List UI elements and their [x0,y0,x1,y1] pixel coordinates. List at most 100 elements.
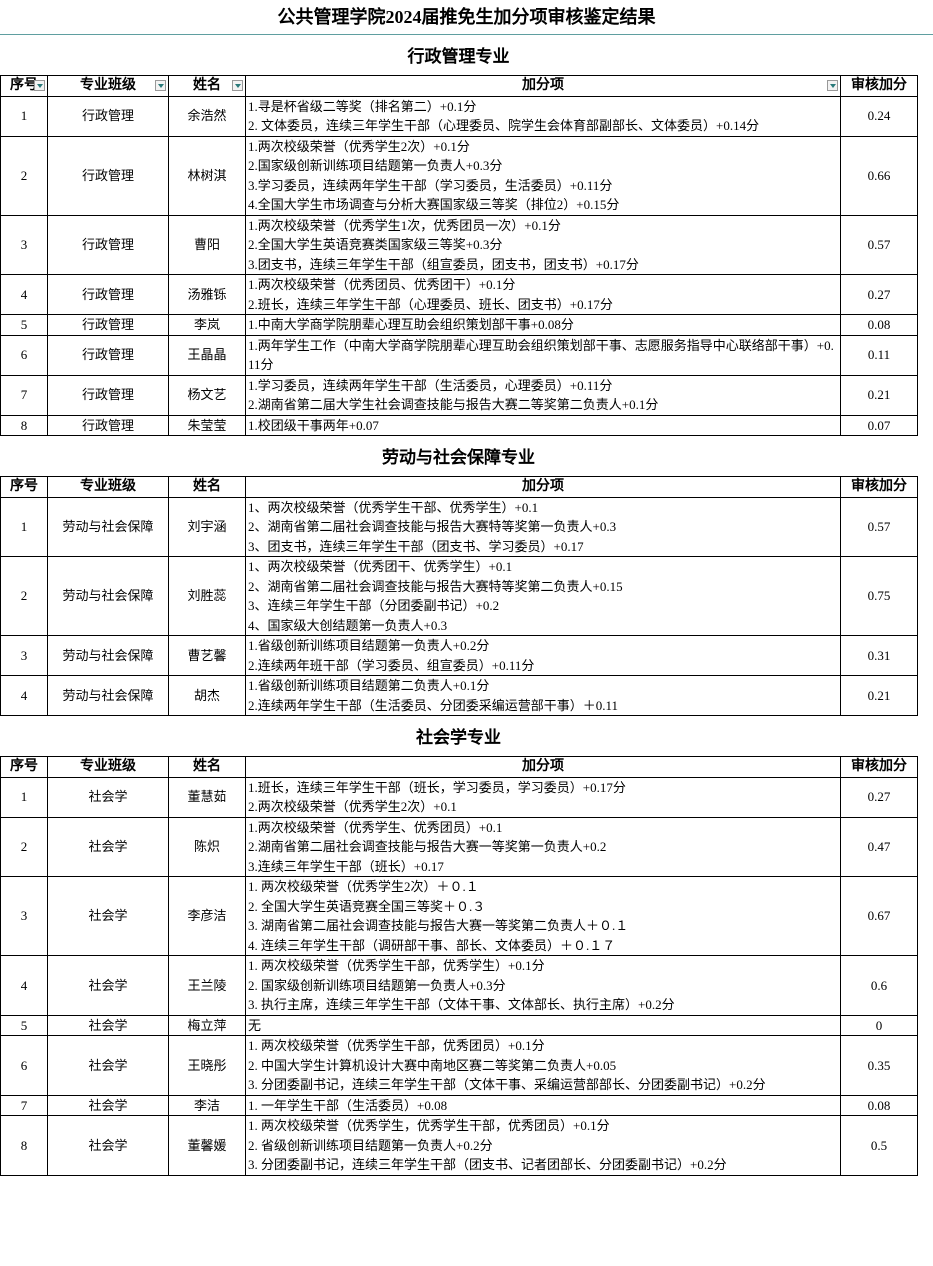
item-line: 2. 全国大学生英语竞赛全国三等奖＋０.３ [248,898,486,914]
item-line: 2.湖南省第二届大学生社会调查技能与报告大赛二等奖第二负责人+0.1分 [248,397,659,412]
document-title: 公共管理学院2024届推免生加分项审核鉴定结果 [0,0,933,35]
item-line: 4.全国大学生市场调查与分析大赛国家级三等奖（排位2）+0.15分 [248,197,620,212]
table-row: 5 行政管理 李岚 1.中南大学商学院朋辈心理互助会组织策划部干事+0.08分 0.08 [0,314,918,336]
score-cell: 0.21 [840,675,918,716]
items-cell: 1.两次校级荣誉（优秀学生1次，优秀团员一次）+0.1分 2.全国大学生英语竞赛类… [245,214,841,275]
items-cell: 1.两次校级荣誉（优秀团员、优秀团干）+0.1分 2.班长，连续三年学生干部（心理… [245,274,841,315]
name-cell: 刘胜蕊 [168,556,246,636]
column-header: 加分项 [245,75,841,97]
item-line: 3.学习委员，连续两年学生干部（学习委员，生活委员）+0.11分 [248,177,613,193]
table-row: 7 社会学 李洁 1. 一年学生干部（生活委员）+0.08 0.08 [0,1094,918,1116]
class-cell: 社会学 [47,876,169,956]
name-cell: 曹阳 [168,214,246,275]
item-line: 3.团支书，连续三年学生干部（组宣委员，团支书，团支书）+0.17分 [248,256,639,272]
name-cell: 李彦洁 [168,876,246,956]
table-row: 4 行政管理 汤雅铄 1.两次校级荣誉（优秀团员、优秀团干）+0.1分 2.班长，连续三… [0,274,918,315]
section-title: 社会学专业 [416,728,501,747]
column-header: 序号 [0,756,48,778]
item-line: 3. 分团委副书记，连续三年学生干部（团支书、记者团部长、分团委副书记）+0.2… [248,1157,727,1172]
table-row: 7 行政管理 杨文艺 1.学习委员，连续两年学生干部（生活委员，心理委员）+0.11分… [0,374,918,416]
section-title: 劳动与社会保障专业 [382,448,535,467]
table-row: 4 社会学 王兰陵 1. 两次校级荣誉（优秀学生干部，优秀学生）+0.1分 2. 国家级… [0,955,918,1016]
table-row: 2 劳动与社会保障 刘胜蕊 1、两次校级荣誉（优秀团干、优秀学生）+0.1 2、湖南省第… [0,556,918,636]
name-cell: 林树淇 [168,135,246,216]
table-row: 1 行政管理 余浩然 1.寻是杯省级二等奖（排名第二）+0.1分 2. 文体委员，连续三… [0,95,918,137]
item-line: 4、国家级大创结题第一负责人+0.3 [248,617,448,633]
items-cell: 1、两次校级荣誉（优秀学生干部、优秀学生）+0.1 2、湖南省第二届社会调查技能与… [245,496,841,557]
class-cell: 劳动与社会保障 [47,556,169,636]
item-line: 1、两次校级荣誉（优秀学生干部、优秀学生）+0.1 [248,499,539,515]
class-cell: 行政管理 [47,214,169,275]
item-line: 3. 执行主席，连续三年学生干部（文体干事、文体部长、执行主席）+0.2分 [248,997,675,1012]
score-cell: 0.35 [840,1035,918,1096]
seq-cell: 6 [0,334,48,376]
item-line: 2.班长，连续三年学生干部（心理委员、班长、团支书）+0.17分 [248,296,613,312]
item-line: 2.全国大学生英语竞赛类国家级三等奖+0.3分 [248,237,503,252]
score-cell: 0.08 [840,1094,918,1116]
item-line: 1、两次校级荣誉（优秀团干、优秀学生）+0.1 [248,559,513,574]
class-cell: 社会学 [47,1014,169,1036]
items-cell: 1、两次校级荣誉（优秀团干、优秀学生）+0.1 2、湖南省第二届社会调查技能与报告… [245,556,841,636]
class-cell: 行政管理 [47,274,169,315]
table-row: 5 社会学 梅立萍无 0 [0,1014,918,1036]
seq-cell: 1 [0,95,48,137]
seq-cell: 8 [0,1115,48,1176]
table-row: 8 行政管理 朱莹莹 1.校团级干事两年+0.07 0.07 [0,414,918,436]
item-line: 1. 两次校级荣誉（优秀学生干部，优秀团员）+0.1分 [248,1038,545,1053]
table-row: 3 行政管理 曹阳 1.两次校级荣誉（优秀学生1次，优秀团员一次）+0.1分 2.全国大… [0,214,918,275]
column-header: 姓名 [168,75,246,97]
item-line: 3、团支书，连续三年学生干部（团支书、学习委员）+0.17 [248,538,584,554]
item-line: 无 [248,1017,262,1033]
item-line: 2. 国家级创新训练项目结题第一负责人+0.3分 [248,977,506,993]
item-line: 1.班长，连续三年学生干部（班长，学习委员，学习委员）+0.17分 [248,779,626,795]
item-line: 1. 两次校级荣誉（优秀学生，优秀学生干部，优秀团员）+0.1分 [248,1118,610,1133]
score-table: 序号 专业班级 姓名 加分项 审核加分 1 劳动与社会保障 刘宇涵 1、两次校级荣誉（优秀学生干… [0,476,918,716]
class-cell: 社会学 [47,776,169,818]
column-header: 审核加分 [840,756,918,778]
seq-cell: 7 [0,374,48,416]
class-cell: 社会学 [47,816,169,877]
score-cell: 0.07 [840,414,918,436]
seq-cell: 8 [0,414,48,436]
seq-cell: 1 [0,776,48,818]
items-cell: 1. 两次校级荣誉（优秀学生，优秀学生干部，优秀团员）+0.1分 2. 省级创新训… [245,1115,841,1176]
item-line: 1.寻是杯省级二等奖（排名第二）+0.1分 [248,98,477,114]
table-row: 6 行政管理 王晶晶 1.两年学生工作（中南大学商学院朋辈心理互助会组织策划部干事、志… [0,334,918,376]
name-cell: 胡杰 [168,675,246,716]
filter-button [232,80,243,91]
class-cell: 行政管理 [47,95,169,137]
header-row: 序号 专业班级 姓名 加分项 审核加分 [0,476,918,498]
items-cell: 1.班长，连续三年学生干部（班长，学习委员，学习委员）+0.17分 2.两次校级荣… [245,776,841,818]
item-line: 1. 两次校级荣誉（优秀学生干部，优秀学生）+0.1分 [248,958,545,973]
items-cell: 1.中南大学商学院朋辈心理互助会组织策划部干事+0.08分 [245,314,841,336]
table-row: 2 社会学 陈炽 1.两次校级荣誉（优秀学生、优秀团员）+0.1 2.湖南省第二届社会调… [0,816,918,877]
item-line: 1.中南大学商学院朋辈心理互助会组织策划部干事+0.08分 [248,317,574,332]
filter-button [827,80,838,91]
items-cell: 1. 一年学生干部（生活委员）+0.08 [245,1094,841,1116]
item-line: 3. 分团委副书记，连续三年学生干部（文体干事、采编运营部部长、分团委副书记）+… [248,1077,766,1092]
item-line: 1.省级创新训练项目结题第二负责人+0.1分 [248,678,490,693]
class-cell: 社会学 [47,1035,169,1096]
item-line: 1.学习委员，连续两年学生干部（生活委员，心理委员）+0.11分 [248,377,613,393]
column-header: 姓名 [168,476,246,498]
item-line: 1. 一年学生干部（生活委员）+0.08 [248,1097,448,1113]
table-row: 1 劳动与社会保障 刘宇涵 1、两次校级荣誉（优秀学生干部、优秀学生）+0.1 2、湖南… [0,496,918,557]
score-cell: 0.11 [840,334,918,376]
class-cell: 行政管理 [47,374,169,416]
name-cell: 梅立萍 [168,1014,246,1036]
score-cell: 0.67 [840,876,918,956]
name-cell: 李洁 [168,1094,246,1116]
score-cell: 0.08 [840,314,918,336]
seq-cell: 3 [0,214,48,275]
seq-cell: 3 [0,876,48,956]
score-cell: 0 [840,1014,918,1036]
header-row: 序号 专业班级 姓名 加分项 审核加分 [0,75,918,97]
items-cell: 1. 两次校级荣誉（优秀学生干部，优秀团员）+0.1分 2. 中国大学生计算机设计… [245,1035,841,1096]
content: 行政管理专业 序号 专业班级 姓名 加分项 审核加分 1 行政管理 余浩然 1.寻是杯省级二等奖（… [0,35,933,1176]
item-line: 3.连续三年学生干部（班长）+0.17 [248,858,444,874]
items-cell: 1.寻是杯省级二等奖（排名第二）+0.1分 2. 文体委员，连续三年学生干部（心理… [245,95,841,137]
score-table: 序号 专业班级 姓名 加分项 审核加分 1 社会学 董慧茹 1.班长，连续三年学生干部（班长，学… [0,756,918,1176]
class-cell: 社会学 [47,1115,169,1176]
score-cell: 0.47 [840,816,918,877]
score-cell: 0.6 [840,955,918,1016]
